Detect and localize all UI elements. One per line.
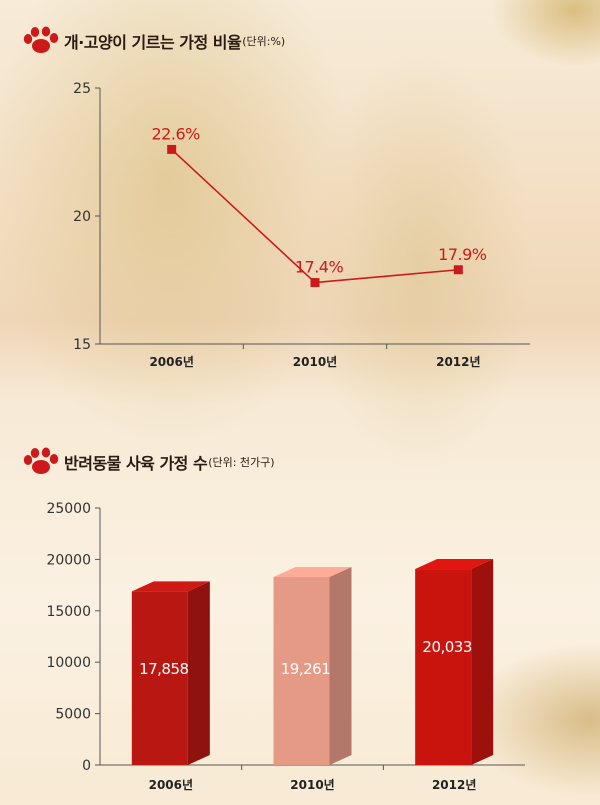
line-point [453,265,463,275]
bar-y-tick-label: 0 [82,758,91,774]
line-y-tick-label: 20 [73,209,91,225]
line-point [167,144,177,154]
bar-side [329,566,352,765]
bar-y-tick-label: 15000 [46,604,91,620]
bar-y-tick-label: 5000 [55,707,91,723]
bar [415,559,494,765]
bar-x-tick-label: 2006년 [149,778,193,792]
line-chart-title: 개·고양이 기르는 가정 비율 (단위:%) [22,26,285,56]
bar [131,581,210,765]
line-y-tick-label: 15 [73,337,91,353]
line-chart: 15 20 25 2006년 2010년 2012년 22.6% 17.4% 17.9% [73,81,530,369]
bar-x-tick-label: 2012년 [432,778,476,792]
bar-front [131,591,188,765]
bar-top [415,559,494,570]
bar-y-tick-label: 25000 [46,501,91,517]
line-chart-unit: (단위:%) [242,35,286,48]
paw-icon [23,447,59,474]
bar-chart-unit: (단위: 천가구) [208,456,275,469]
bar-top [131,581,210,592]
bar-chart-title: 반려동물 사육 가정 수 (단위: 천가구) [22,447,275,477]
line-x-tick-label: 2010년 [293,355,337,369]
bar-x-tick-label: 2010년 [290,778,334,792]
line-y-tick-label: 25 [73,81,91,97]
bar-top [273,566,352,577]
bar-front [415,569,472,765]
line-point [310,278,320,288]
bar-side [187,581,210,765]
line-data-label: 22.6% [152,124,201,143]
line-chart-title-text: 개·고양이 기르는 가정 비율 [64,33,242,52]
bar-data-label: 19,261 [281,660,331,678]
bar-side [471,559,494,765]
bar-y-tick-label: 10000 [46,655,91,671]
line-x-tick-label: 2006년 [149,355,193,369]
bar-y-tick-label: 20000 [46,552,91,568]
bar-data-label: 20,033 [422,638,472,656]
bar-front [273,576,330,765]
line-data-label: 17.9% [438,245,487,264]
bar [273,566,352,765]
line-data-label: 17.4% [295,258,344,277]
paw-icon [23,26,59,53]
bar-data-label: 17,858 [139,660,189,678]
line-x-tick-label: 2012년 [436,355,480,369]
bar-chart-title-text: 반려동물 사육 가정 수 [64,454,208,473]
